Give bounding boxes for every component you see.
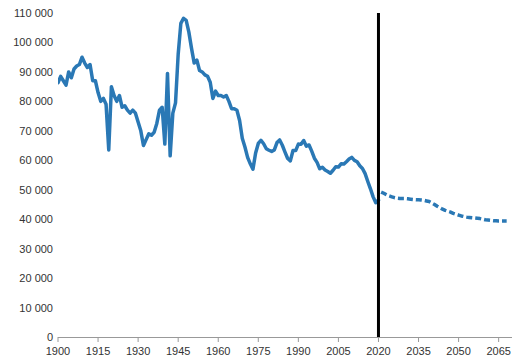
x-tick-label: 2005 bbox=[326, 345, 350, 357]
y-tick-label: 100 000 bbox=[13, 36, 53, 48]
y-tick-label: 60 000 bbox=[19, 154, 53, 166]
x-tick-label: 1900 bbox=[46, 345, 70, 357]
y-tick-label: 90 000 bbox=[19, 66, 53, 78]
series-line bbox=[58, 18, 378, 202]
vertical-line bbox=[377, 13, 380, 337]
x-tick bbox=[298, 337, 299, 342]
x-tick-label: 1930 bbox=[126, 345, 150, 357]
chart: 0 10 000 20 000 30 000 40 000 50 000 60 000 70 … bbox=[0, 0, 530, 361]
x-tick bbox=[138, 337, 139, 342]
x-tick bbox=[218, 337, 219, 342]
x-tick bbox=[418, 337, 419, 342]
x-tick-label: 2020 bbox=[366, 345, 390, 357]
y-tick-label: 10 000 bbox=[19, 302, 53, 314]
y-tick-label: 30 000 bbox=[19, 243, 53, 255]
x-tick-label: 2065 bbox=[486, 345, 510, 357]
x-tick bbox=[338, 337, 339, 342]
x-tick-label: 1975 bbox=[246, 345, 270, 357]
x-tick-label: 1990 bbox=[286, 345, 310, 357]
x-tick bbox=[258, 337, 259, 342]
x-tick bbox=[98, 337, 99, 342]
y-tick-label: 80 000 bbox=[19, 95, 53, 107]
plot-area bbox=[58, 13, 507, 337]
x-tick bbox=[498, 337, 499, 342]
x-tick bbox=[378, 337, 379, 342]
x-tick-label: 1960 bbox=[206, 345, 230, 357]
x-tick-label: 1945 bbox=[166, 345, 190, 357]
y-tick-label: 20 000 bbox=[19, 272, 53, 284]
x-tick-label: 1915 bbox=[86, 345, 110, 357]
y-tick-label: 50 000 bbox=[19, 184, 53, 196]
x-axis-line bbox=[58, 337, 512, 338]
x-tick bbox=[458, 337, 459, 342]
y-tick-label: 0 bbox=[47, 331, 53, 343]
y-tick-label: 40 000 bbox=[19, 213, 53, 225]
y-tick-label: 70 000 bbox=[19, 125, 53, 137]
x-tick bbox=[178, 337, 179, 342]
x-tick bbox=[58, 337, 59, 342]
x-tick-label: 2050 bbox=[446, 345, 470, 357]
x-tick-label: 2035 bbox=[406, 345, 430, 357]
series-line bbox=[381, 192, 507, 221]
y-tick-label: 110 000 bbox=[14, 7, 53, 19]
